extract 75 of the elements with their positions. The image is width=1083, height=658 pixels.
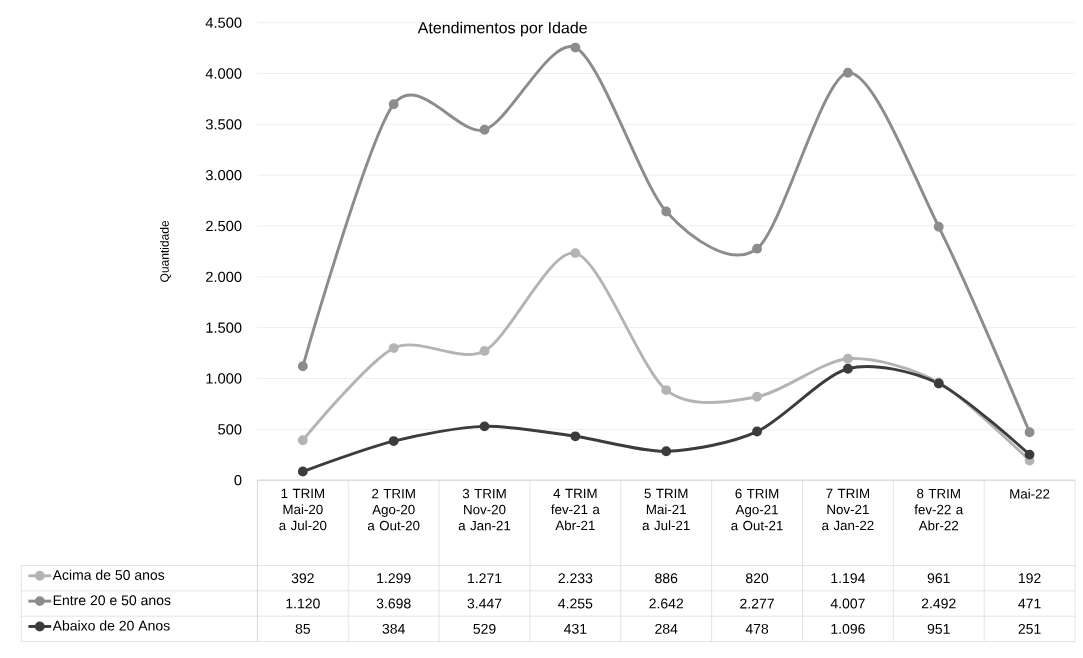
x-tick-label: 5 TRIM Mai-21 a Jul-21	[642, 489, 690, 531]
data-label: 1.299	[377, 573, 411, 584]
data-label: 4.255	[558, 598, 593, 609]
y-tick-label: 1.500	[206, 322, 242, 334]
legend-label: Abaixo de 20 Anos	[52, 620, 170, 631]
point	[388, 436, 399, 447]
data-label: 2.642	[649, 598, 684, 609]
data-label: 1.271	[468, 573, 502, 584]
point	[842, 354, 853, 364]
data-label: 3.447	[467, 598, 502, 609]
x-tick-label: 4 TRIM fev-21 a Abr-21	[551, 489, 600, 531]
data-label: 392	[291, 573, 314, 584]
point	[479, 421, 490, 432]
data-label: 384	[382, 624, 405, 635]
point	[752, 392, 762, 402]
data-label: 478	[745, 624, 769, 635]
point	[842, 68, 853, 78]
y-tick-label: 500	[218, 424, 242, 435]
data-label: 3.698	[376, 598, 411, 609]
point	[661, 206, 672, 217]
data-label: 471	[1018, 598, 1041, 609]
y-tick-label: 4.500	[205, 17, 242, 29]
data-label: 431	[564, 624, 587, 635]
data-label: 961	[927, 573, 950, 584]
point	[752, 426, 762, 437]
data-label: 951	[927, 624, 950, 635]
data-label: 1.120	[286, 598, 320, 609]
y-tick-label: 1.000	[206, 373, 242, 384]
point	[570, 248, 581, 259]
data-label: 2.277	[740, 598, 774, 609]
point	[570, 42, 581, 53]
x-tick-label: 1 TRIM Mai-20 a Jul-20	[279, 489, 327, 531]
point	[297, 361, 308, 372]
point	[388, 99, 399, 110]
point	[479, 346, 490, 357]
y-tick-label: 2.500	[206, 221, 242, 232]
point	[661, 446, 672, 457]
x-tick-label: 8 TRIM fev-22 a Abr-22	[914, 489, 964, 531]
y-tick-label: 4.000	[205, 68, 242, 79]
data-label: 886	[655, 573, 678, 584]
point	[388, 343, 399, 354]
y-tick-label: 0	[234, 475, 242, 486]
legend-label: Entre 20 e 50 anos	[53, 595, 171, 606]
data-label: 251	[1018, 624, 1041, 635]
data-label: 192	[1018, 573, 1041, 584]
y-axis-title: Quantidade	[159, 221, 171, 283]
chart-title: Atendimentos por Idade	[417, 21, 587, 37]
data-label: 820	[745, 573, 769, 584]
point	[752, 243, 762, 254]
point	[297, 466, 308, 477]
point	[479, 125, 490, 135]
point	[1024, 427, 1035, 438]
legend-label: Acima de 50 anos	[52, 569, 165, 581]
point	[933, 222, 944, 232]
x-tick-label: 6 TRIM Ago-21 a Out-21	[731, 489, 783, 531]
x-tick-label: 7 TRIM Nov-21 a Jan-22	[822, 489, 874, 531]
data-label: 284	[655, 624, 678, 635]
x-tick-label: 2 TRIM Ago-20 a Out-20	[367, 489, 420, 531]
data-label: 4.007	[830, 598, 865, 609]
point	[842, 364, 853, 374]
y-tick-label: 2.000	[206, 271, 242, 283]
x-tick-label: 3 TRIM Nov-20 a Jan-21	[458, 489, 511, 531]
point	[661, 385, 672, 396]
data-label: 1.096	[831, 624, 865, 635]
x-tick-label: Mai-22	[1010, 489, 1050, 499]
y-tick-label: 3.500	[205, 119, 242, 130]
data-label: 1.194	[831, 573, 865, 584]
data-label: 2.492	[921, 598, 956, 609]
point	[1024, 449, 1035, 460]
y-tick-label: 3.000	[205, 170, 242, 181]
data-label: 529	[473, 624, 496, 635]
point	[570, 431, 581, 442]
data-label: 2.233	[558, 573, 593, 584]
point	[297, 435, 308, 446]
data-label: 85	[295, 624, 311, 635]
